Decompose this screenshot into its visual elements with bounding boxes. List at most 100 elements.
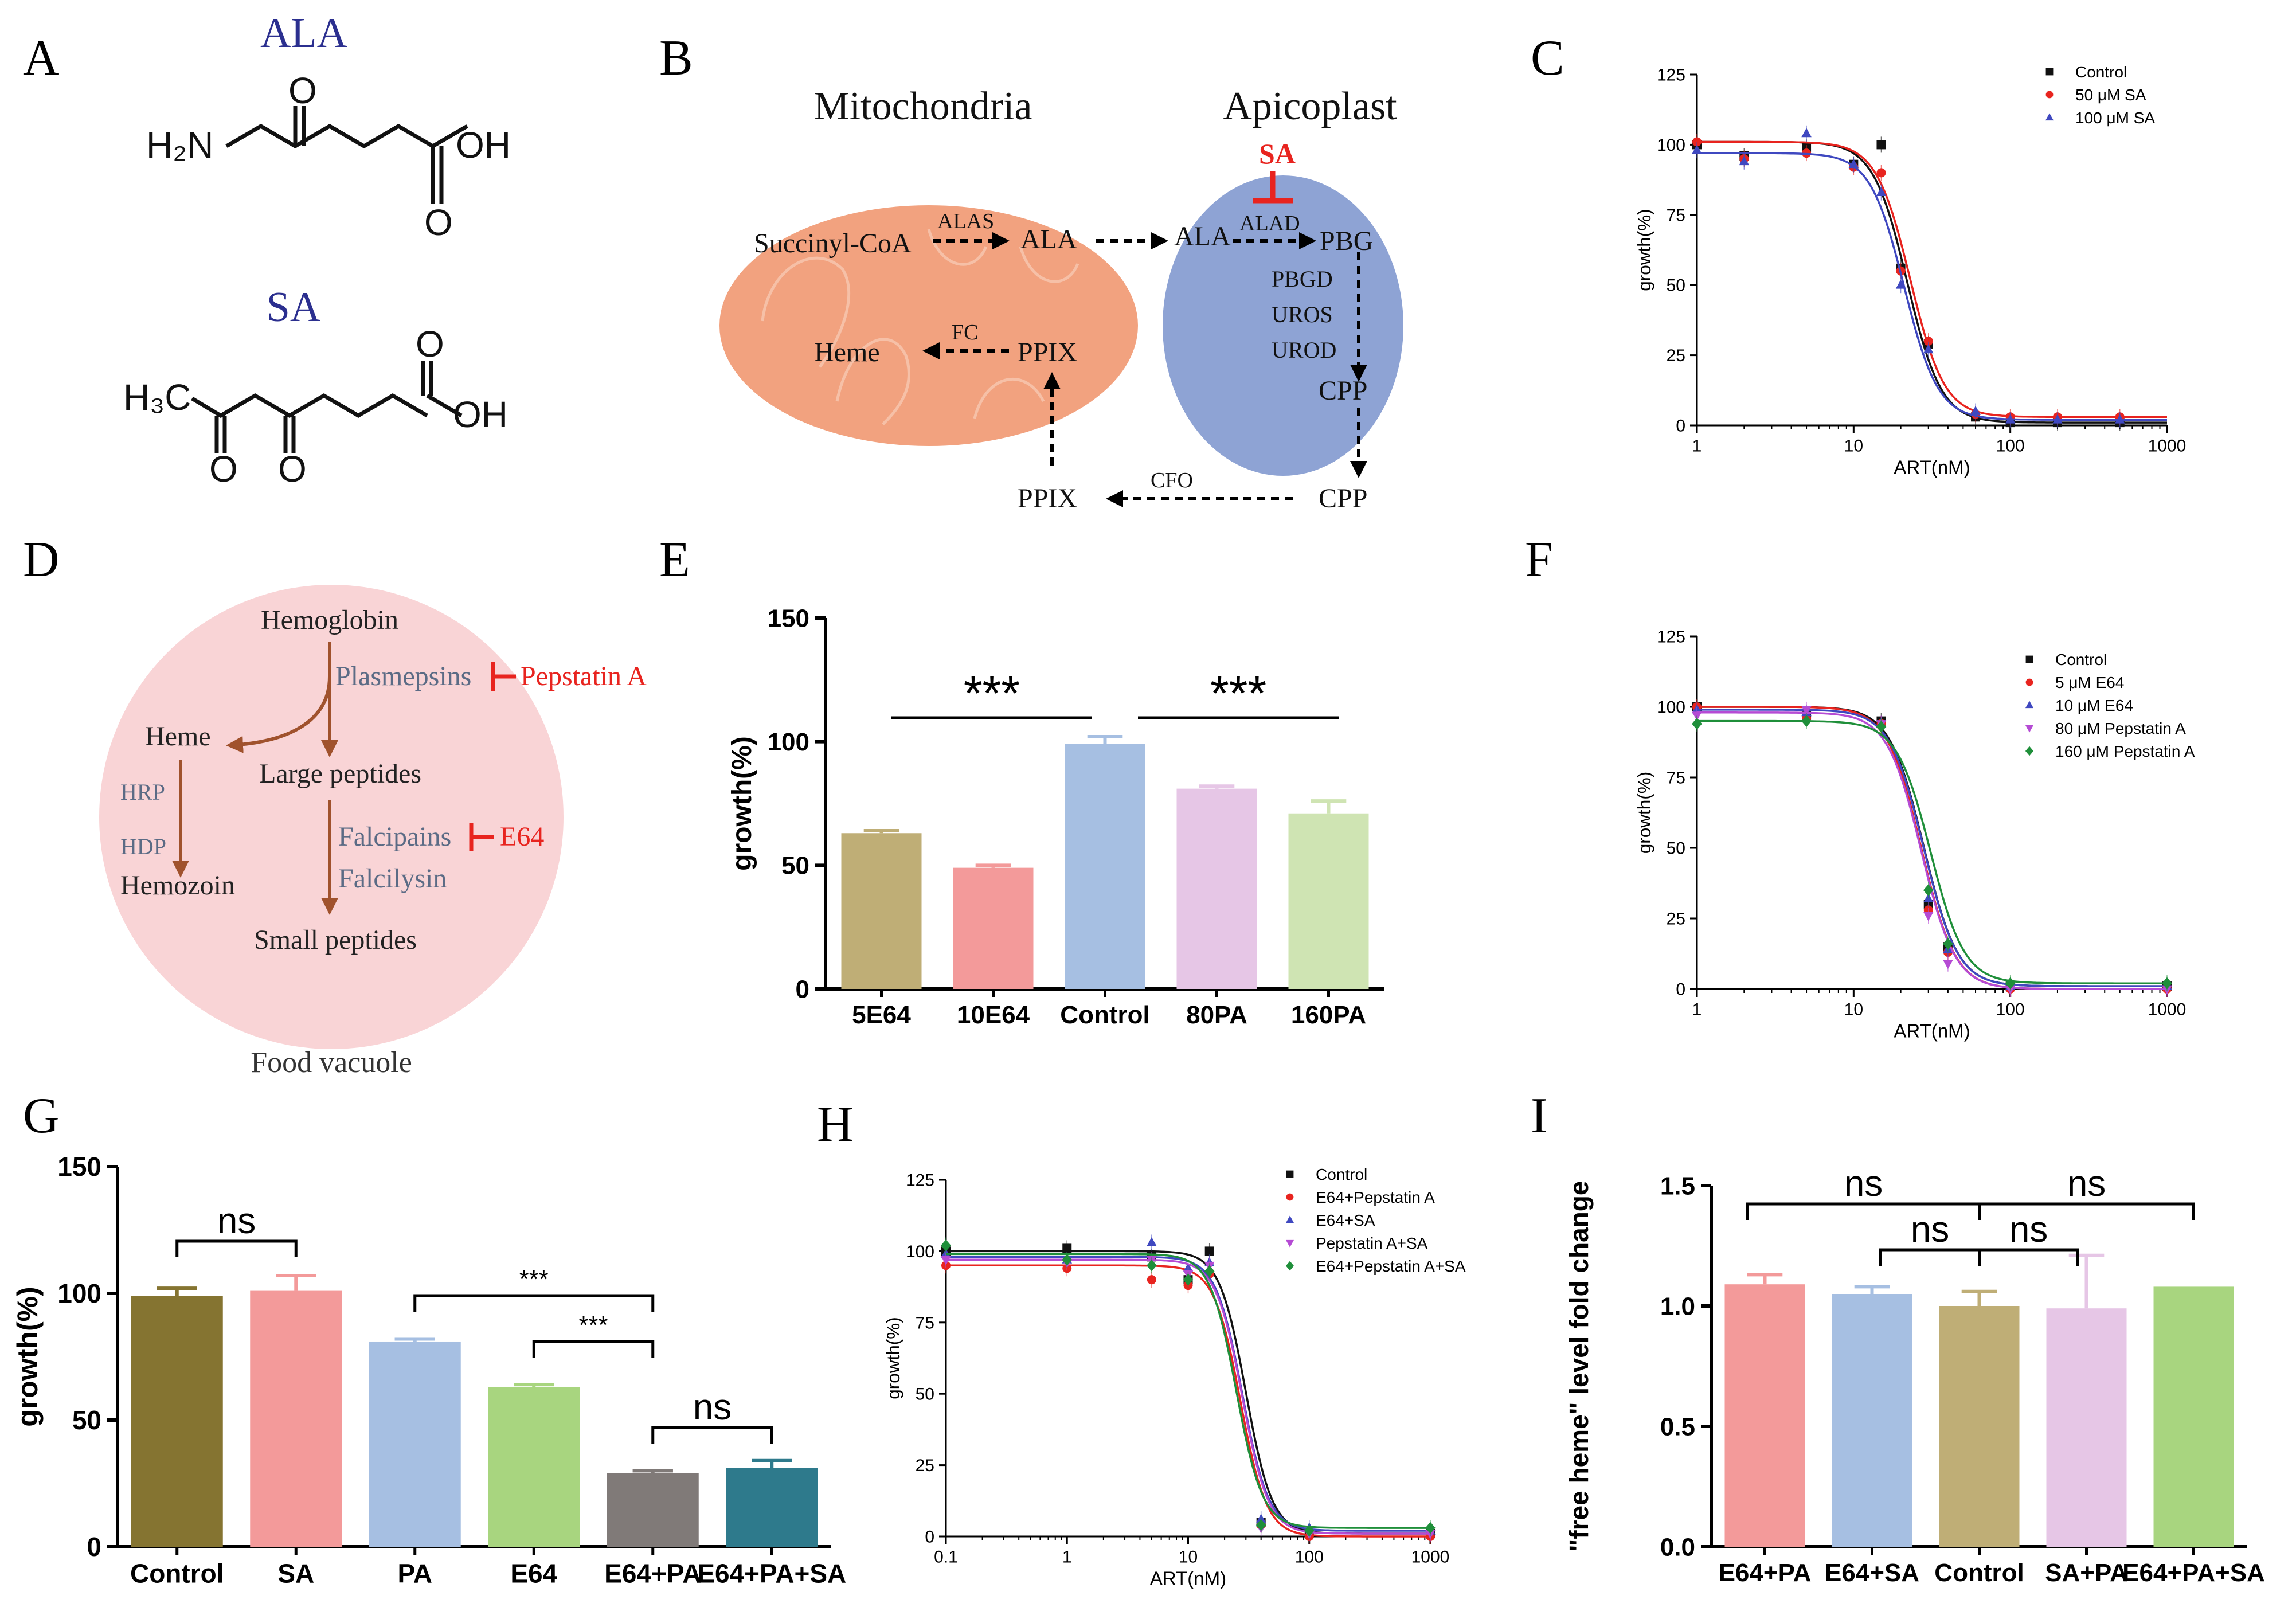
y-tick-label: 100 — [1657, 698, 1685, 717]
falcipains-label: Falcipains — [338, 822, 451, 852]
panel-a: A ALA H₂N O O OH SA H₃C O OH O O — [23, 10, 511, 490]
panel-letter-f: F — [1525, 532, 1553, 588]
panel-letter-b: B — [659, 30, 693, 86]
panel-letter-i: I — [1531, 1088, 1547, 1144]
x-tick-label: 100 — [1295, 1548, 1324, 1567]
panel-d: D Hemoglobin Plasmepsins Pepstatin A Hem… — [23, 532, 647, 1079]
data-point — [1692, 137, 1702, 147]
apicoplast-title: Apicoplast — [1223, 84, 1397, 128]
y-tick-label: 75 — [1667, 206, 1685, 225]
sig-bracket-control-sa-label: ns — [217, 1200, 256, 1241]
legend-marker — [2045, 113, 2054, 121]
y-tick-label: 50 — [781, 852, 809, 880]
bar-3 — [1176, 788, 1257, 989]
large-peptides-label: Large peptides — [259, 758, 421, 789]
x-tick-label: 10 — [1844, 1000, 1863, 1019]
x-tick-label: 1 — [1692, 1000, 1702, 1019]
y-tick-label: 150 — [768, 604, 809, 632]
data-point — [941, 1239, 951, 1252]
hrp-label: HRP — [120, 779, 165, 805]
x-tick-label: Control — [1060, 1001, 1149, 1029]
bar-1 — [1832, 1294, 1912, 1547]
y-tick-label: 25 — [916, 1456, 934, 1475]
x-axis-title: ART(nM) — [1894, 1020, 1970, 1042]
panel-letter-d: D — [23, 532, 60, 588]
bar-3 — [488, 1387, 580, 1547]
bar-2 — [1065, 744, 1145, 989]
sig-bracket-e64pa-control-label: ns — [1844, 1163, 1883, 1204]
y-axis-title: growth(%) — [727, 736, 757, 871]
data-point — [1876, 721, 1887, 733]
x-tick-label: 10E64 — [957, 1001, 1030, 1029]
panel-letter-h: H — [817, 1097, 854, 1152]
sig-bracket-right-label: *** — [1210, 666, 1266, 720]
bar-5 — [726, 1468, 818, 1547]
panel-b: B Mitochondria Apicoplast SA Succinyl-Co… — [659, 30, 1403, 514]
x-tick-label: 160PA — [1291, 1001, 1366, 1029]
panel-c-chart: 0 25 50 75 100 125 1 10 100 1000 ART(nM) growth(%) C… — [1634, 63, 2186, 478]
fit-curve-0 — [1697, 140, 2167, 424]
y-tick-label: 0 — [796, 975, 809, 1003]
legend-marker — [1285, 1239, 1294, 1248]
bar-2 — [1939, 1306, 2020, 1547]
sa-inhibition-bar — [1253, 171, 1293, 204]
y-tick-label: 50 — [916, 1385, 934, 1404]
legend-entry: 80 μM Pepstatin A — [2055, 719, 2186, 737]
pbg-label: PBG — [1320, 226, 1373, 256]
x-tick-label: E64 — [510, 1558, 557, 1588]
ala-apico-label: ALA — [1174, 221, 1231, 252]
panel-i-chart: 0.0 0.5 1.0 1.5 E64+PA E64+SA Control SA+PAE64+… — [1564, 1163, 2265, 1587]
sa-title: SA — [267, 284, 321, 331]
data-point — [1801, 128, 1812, 138]
sig-bracket-e64pa-e64pasa-label: ns — [693, 1386, 732, 1428]
data-point — [1204, 1265, 1215, 1277]
legend-marker — [2025, 746, 2034, 756]
x-tick-label: E64+SA — [1825, 1559, 1919, 1587]
sig-bracket-control-sapa-label: ns — [2009, 1209, 2048, 1250]
data-point — [1923, 337, 1933, 346]
data-point — [1848, 159, 1859, 169]
panel-letter-c: C — [1531, 30, 1564, 86]
legend-marker — [2025, 655, 2033, 663]
legend-marker — [1285, 1215, 1294, 1223]
x-tick-label: 100 — [1996, 1000, 2025, 1019]
succinyl-coa-label: Succinyl-CoA — [754, 228, 912, 259]
bar-2 — [369, 1341, 461, 1547]
data-point — [1204, 1246, 1214, 1256]
panel-e-chart: 0 50 100 150 5E64 10E64 Control 80PA 160PA growth… — [727, 604, 1384, 1029]
x-tick-label: E64+PA+SA — [2122, 1559, 2265, 1587]
data-point — [1062, 1243, 1072, 1253]
y-tick-label: 50 — [1667, 839, 1685, 858]
panel-letter-a: A — [23, 30, 60, 86]
y-tick-label: 75 — [916, 1313, 934, 1332]
fit-curve-2 — [1697, 709, 2167, 987]
mitochondrion-cristae — [761, 229, 1079, 425]
sig-bracket-control-sa — [175, 1239, 298, 1257]
x-tick-label: 100 — [1996, 437, 2025, 456]
data-point — [1970, 405, 1981, 415]
data-point — [1147, 1275, 1156, 1285]
data-point — [1692, 144, 1702, 154]
bar-1 — [953, 867, 1034, 989]
ala-ketone-o: O — [288, 70, 317, 111]
y-tick-label: 25 — [1667, 910, 1685, 929]
fit-curve-0 — [946, 1250, 1430, 1535]
sig-bracket-pa-e64pa — [413, 1294, 655, 1312]
data-point — [1876, 140, 1886, 150]
data-point — [1895, 279, 1906, 289]
sig-bracket-e64-e64pa — [532, 1340, 655, 1358]
vacuole-arrows — [172, 642, 338, 915]
fc-label: FC — [952, 320, 978, 345]
data-point — [1923, 344, 1934, 354]
panel-letter-e: E — [659, 532, 690, 588]
hemozoin-label: Hemozoin — [120, 870, 235, 901]
x-tick-label: 0.1 — [934, 1548, 958, 1567]
mitochondria-title: Mitochondria — [813, 84, 1032, 128]
data-point — [1801, 706, 1812, 715]
sig-bracket-pa-e64pa-label: *** — [519, 1265, 549, 1293]
food-vacuole-label: Food vacuole — [251, 1046, 412, 1079]
legend-marker — [2045, 68, 2054, 76]
data-point — [1923, 884, 1934, 897]
